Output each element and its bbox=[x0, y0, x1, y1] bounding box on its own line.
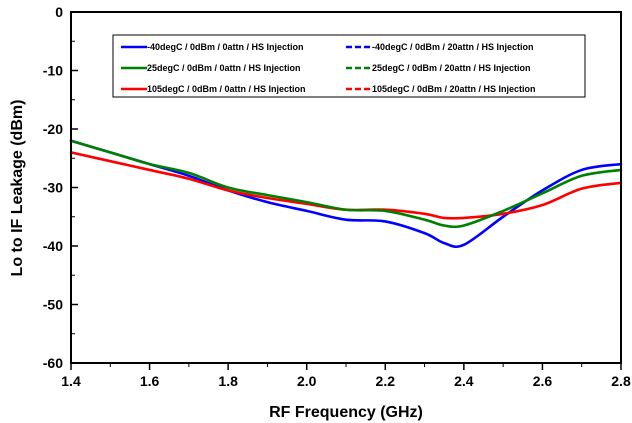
y-tick-label: -30 bbox=[43, 180, 63, 196]
y-tick-label: -10 bbox=[43, 63, 63, 79]
legend-label: -40degC / 0dBm / 0attn / HS Injection bbox=[147, 42, 304, 52]
x-tick-label: 2.8 bbox=[611, 373, 631, 389]
y-tick-labels: 0 -10 -20 -30 -40 -50 -60 bbox=[43, 4, 63, 371]
legend-label: 25degC / 0dBm / 0attn / HS Injection bbox=[147, 63, 301, 73]
x-tick-labels: 1.4 1.6 1.8 2.0 2.2 2.4 2.6 2.8 bbox=[61, 373, 631, 389]
x-tick-label: 1.8 bbox=[218, 373, 238, 389]
y-tick-label: -20 bbox=[43, 121, 63, 137]
x-tick-label: 2.2 bbox=[376, 373, 396, 389]
legend-label: -40degC / 0dBm / 20attn / HS Injection bbox=[372, 42, 534, 52]
legend-label: 105degC / 0dBm / 0attn / HS Injection bbox=[147, 84, 306, 94]
legend: -40degC / 0dBm / 0attn / HS Injection -40… bbox=[112, 34, 586, 98]
legend-label: 105degC / 0dBm / 20attn / HS Injection bbox=[372, 84, 536, 94]
axis-ticks bbox=[70, 11, 622, 370]
y-tick-label: -60 bbox=[43, 355, 63, 371]
legend-box bbox=[112, 34, 586, 98]
x-axis-title: RF Frequency (GHz) bbox=[269, 404, 423, 421]
plot-lines bbox=[69, 139, 623, 249]
x-tick-label: 2.0 bbox=[297, 373, 317, 389]
x-tick-label: 1.4 bbox=[61, 373, 81, 389]
y-tick-label: -50 bbox=[43, 297, 63, 313]
legend-label: 25degC / 0dBm / 20attn / HS Injection bbox=[372, 63, 531, 73]
x-tick-label: 2.6 bbox=[533, 373, 553, 389]
x-tick-label: 2.4 bbox=[454, 373, 474, 389]
y-tick-label: 0 bbox=[55, 4, 63, 20]
x-tick-label: 1.6 bbox=[140, 373, 160, 389]
y-tick-label: -40 bbox=[43, 238, 63, 254]
series-line bbox=[69, 139, 623, 229]
y-axis-title: Lo to IF Leakage (dBm) bbox=[9, 100, 26, 277]
